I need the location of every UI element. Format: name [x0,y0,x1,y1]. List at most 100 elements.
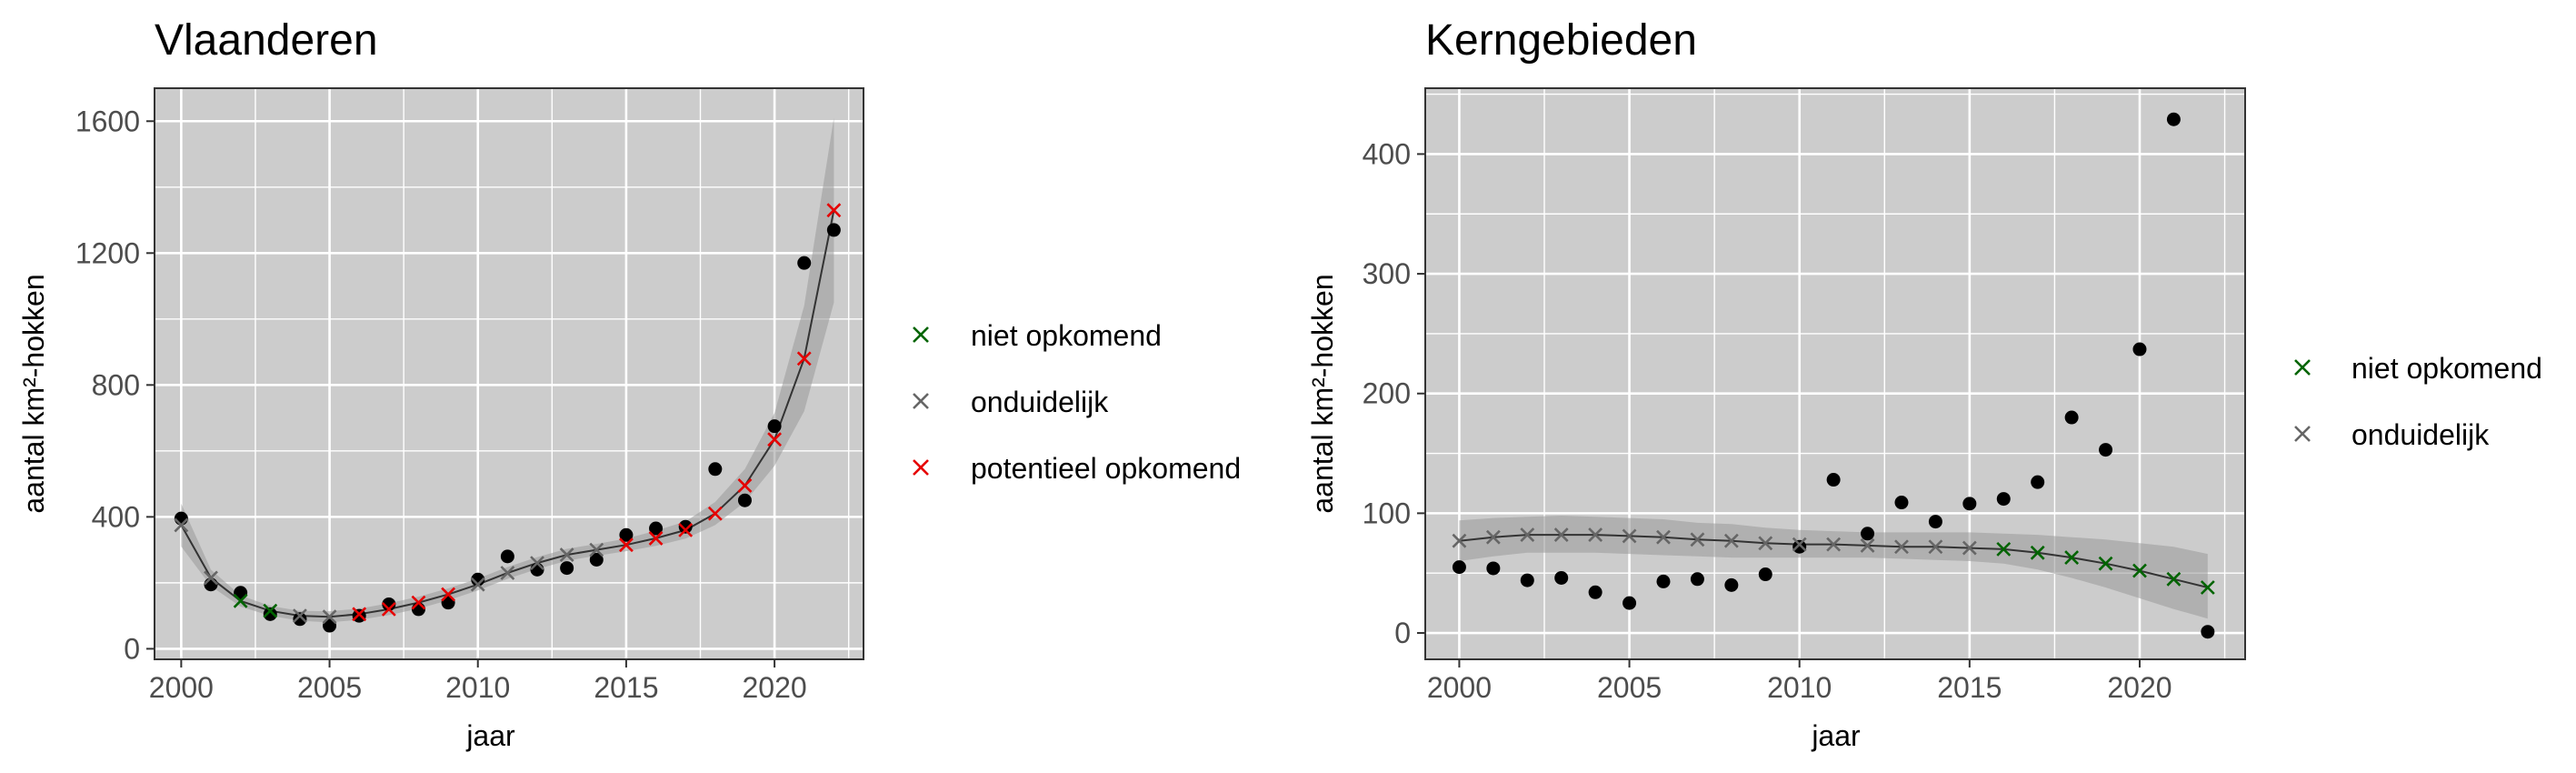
fitted-marker-onduidelijk [1485,529,1501,545]
fitted-marker-onduidelijk [589,542,604,557]
fitted-marker-onduidelijk [1928,539,1943,555]
observed-point [560,561,574,576]
observed-point [204,577,218,592]
fitted-marker-onduidelijk [1690,532,1705,547]
plot-area [154,87,864,660]
fitted-marker-onduidelijk [559,547,574,562]
legend: niet opkomend onduidelijk potentieel opk… [913,319,1241,485]
fitted-marker-potentieel-opkomend [678,522,694,537]
fitted-marker-onduidelijk [174,517,189,533]
fitted-marker-onduidelijk [204,570,218,586]
fitted-marker-onduidelijk [1622,528,1637,544]
fitted-marker-potentieel-opkomend [618,537,634,553]
fitted-marker-onduidelijk [1894,539,1909,555]
fitted-marker-potentieel-opkomend [767,432,783,447]
observed-point [1826,473,1841,487]
observed-point [619,527,634,542]
observed-point [323,618,337,633]
fitted-marker-onduidelijk [1520,527,1535,542]
fitted-marker-potentieel-opkomend [826,203,842,218]
fitted-marker-niet-opkomend [2200,580,2215,595]
fitted-marker-onduidelijk [1723,533,1739,548]
panel-background [155,88,864,659]
x-tick-label: 2005 [1597,671,1662,704]
legend-item-potentieel-opkomend: potentieel opkomend [913,452,1241,485]
fitted-marker-potentieel-opkomend [381,601,396,617]
gridlines [155,88,864,659]
x-tick-label: 2020 [2107,671,2172,704]
chart-title: Vlaanderen [155,16,378,65]
fitted-marker-potentieel-opkomend [737,477,753,493]
observed-point [1690,572,1704,587]
observed-point [1962,497,1977,511]
chart-kerngebieden: Kerngebieden jaar aantal km²-hokken niet… [1306,16,2542,752]
y-tick-label: 200 [1363,377,1411,410]
fitted-marker-potentieel-opkomend [648,531,664,546]
y-tick-label: 400 [1363,137,1411,170]
observed-point [737,493,752,507]
observed-point [2031,475,2045,489]
y-tick-label: 1200 [75,236,140,269]
x-axis-title: jaar [465,719,515,752]
legend-item-onduidelijk: onduidelijk [2294,418,2490,451]
fitted-marker-potentieel-opkomend [796,351,812,366]
legend-marker-onduidelijk [2294,426,2311,442]
legend-label-onduidelijk: onduidelijk [2351,418,2490,451]
observed-point [1656,574,1671,588]
fitted-marker-niet-opkomend [2064,550,2080,566]
fitted-marker-onduidelijk [1553,527,1569,542]
observed-point [1724,577,1739,592]
fitted-markers [1452,527,2215,595]
fitted-marker-niet-opkomend [233,593,248,608]
observed-point [767,419,782,434]
y-tick-label: 1600 [75,105,140,137]
fitted-marker-onduidelijk [1826,537,1842,552]
observed-point [1861,527,1875,541]
y-tick-label: 0 [124,632,140,665]
observed-point [530,562,544,577]
observed-point [678,519,693,534]
panel-border [1424,87,2246,660]
observed-point [2132,342,2147,356]
observed-point [1588,585,1603,599]
fitted-marker-potentieel-opkomend [411,595,426,610]
observed-point [1792,539,1807,554]
observed-point [263,607,277,621]
observed-point [1894,496,1909,510]
x-tick-label: 2010 [1767,671,1832,704]
legend-item-onduidelijk: onduidelijk [913,386,1109,418]
observed-point [2201,625,2215,639]
legend-item-niet-opkomend: niet opkomend [2294,352,2542,385]
fitted-marker-onduidelijk [1588,527,1603,542]
fitted-marker-potentieel-opkomend [707,506,723,521]
observed-point [411,602,425,617]
fitted-marker-onduidelijk [470,577,485,592]
legend-label-potentieel-opkomend: potentieel opkomend [971,452,1241,485]
legend-item-niet-opkomend: niet opkomend [913,319,1162,352]
observed-point [797,256,812,270]
legend: niet opkomend onduidelijk [2294,352,2542,451]
observed-point [649,521,664,536]
legend-marker-niet-opkomend [2294,359,2311,376]
observed-point [293,612,307,627]
fitted-marker-onduidelijk [1792,537,1807,552]
fitted-marker-onduidelijk [1758,536,1773,551]
observed-point [2064,410,2079,425]
y-tick-label: 100 [1363,497,1411,529]
fitted-marker-potentieel-opkomend [352,607,367,622]
observed-point [1928,515,1942,529]
x-tick-label: 2020 [742,671,806,704]
panel-border [154,87,864,660]
observed-point [1554,570,1569,585]
x-tick-label: 2000 [1427,671,1492,704]
observed-point [826,223,841,237]
observed-point [1758,567,1772,582]
observed-point [471,572,485,587]
fitted-marker-onduidelijk [500,566,515,580]
observed-point [708,462,723,477]
confidence-ribbon [1459,516,2208,619]
legend-label-niet-opkomend: niet opkomend [2351,352,2542,385]
observed-point [1452,560,1466,575]
fitted-marker-onduidelijk [1962,540,1977,556]
y-tick-label: 800 [92,368,140,401]
